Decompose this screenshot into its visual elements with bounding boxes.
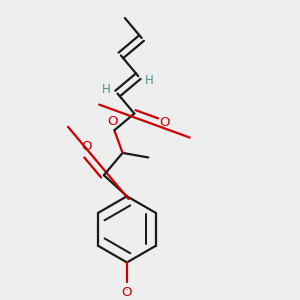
Text: O: O — [107, 115, 118, 128]
Text: H: H — [145, 74, 154, 87]
Text: O: O — [122, 286, 132, 298]
Text: H: H — [102, 83, 111, 96]
Text: O: O — [81, 140, 92, 153]
Text: O: O — [159, 116, 169, 129]
